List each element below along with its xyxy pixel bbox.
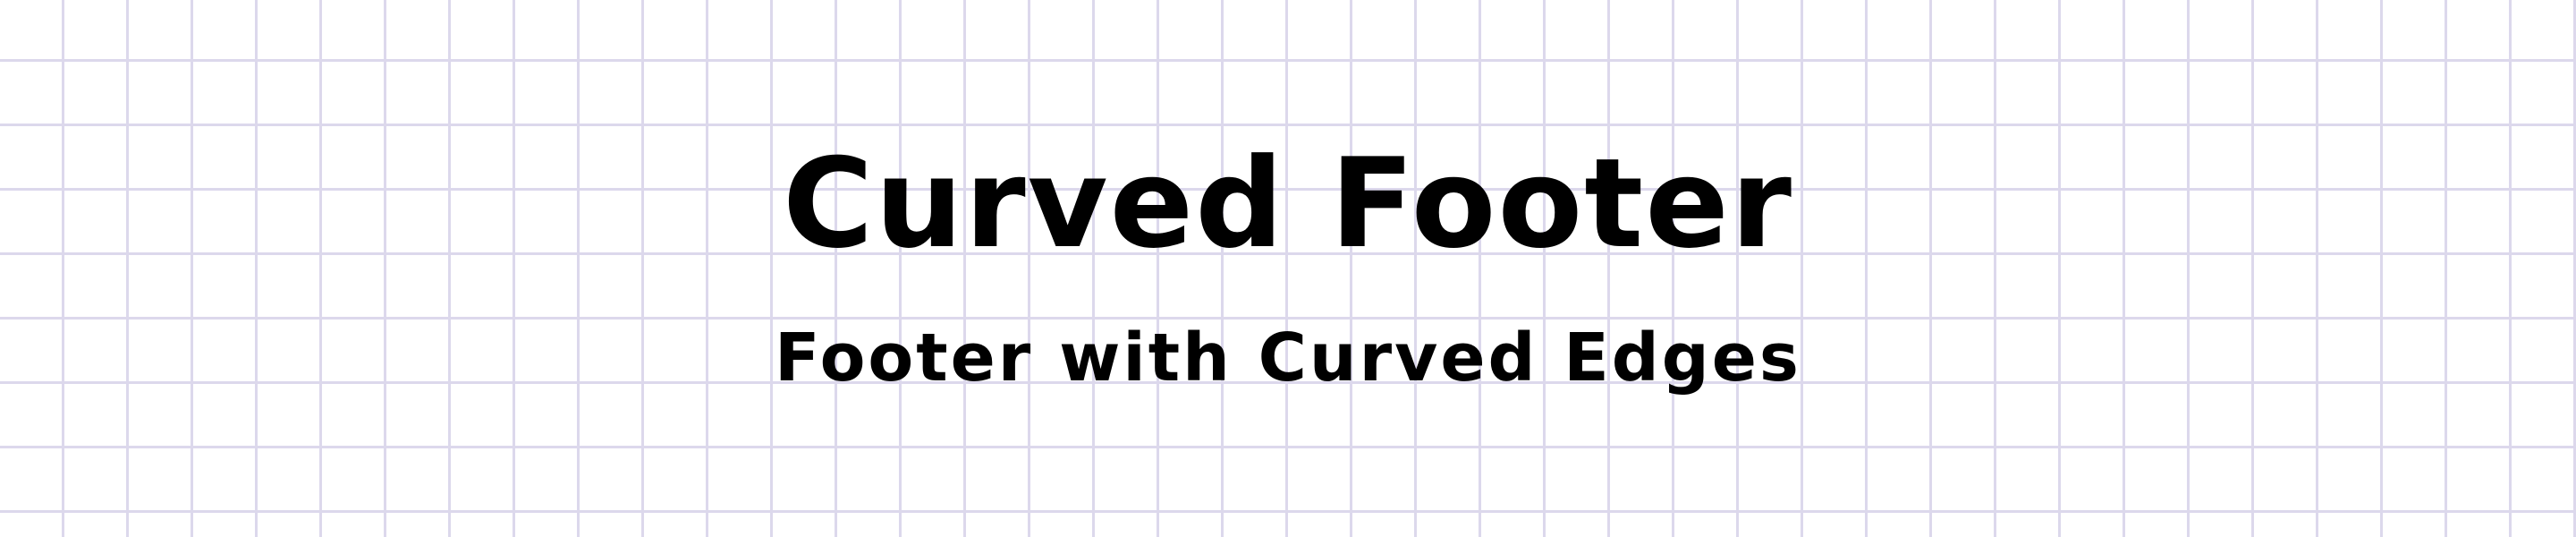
- page-title: Curved Footer: [783, 132, 1793, 276]
- page-subtitle: Footer with Curved Edges: [775, 320, 1801, 396]
